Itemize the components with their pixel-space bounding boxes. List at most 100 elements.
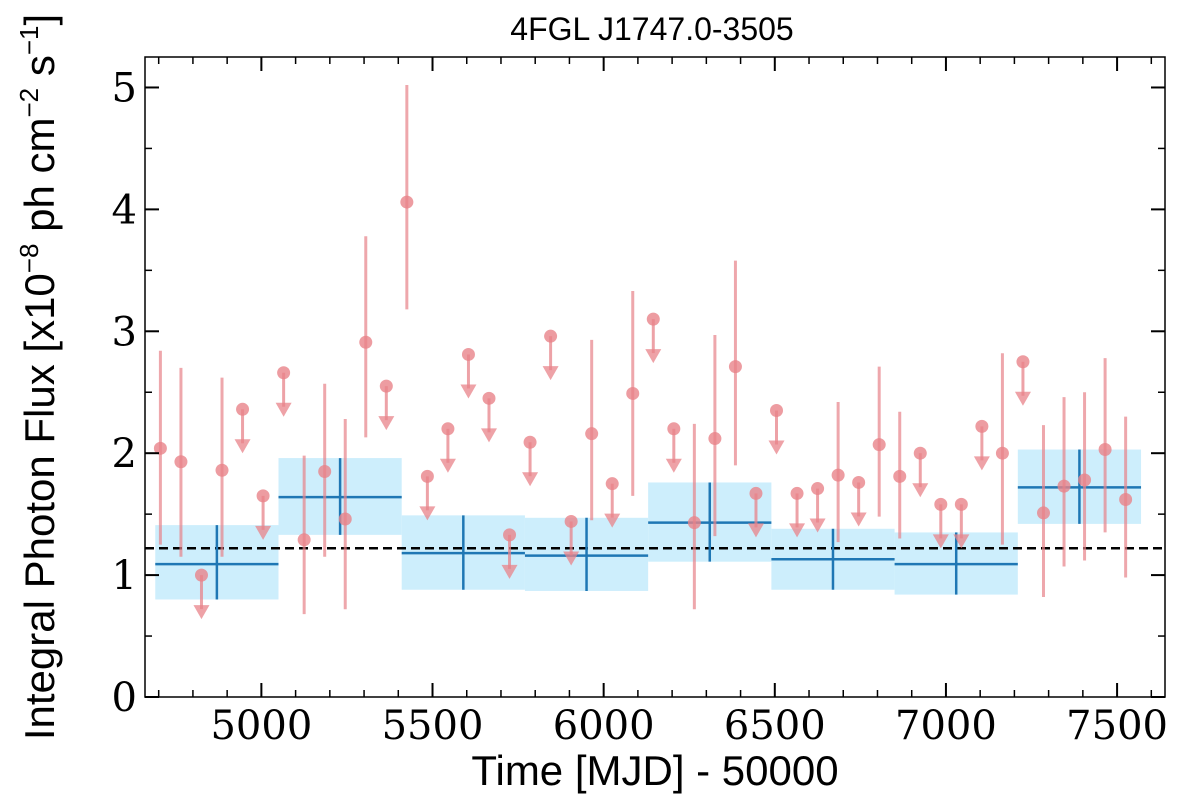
- upper-limit-point: [667, 422, 681, 436]
- upper-limit-point: [277, 366, 291, 380]
- y-axis-label-exp1: −8: [14, 244, 44, 274]
- detection-point: [1057, 479, 1071, 493]
- upper-limit-arrow: [522, 472, 539, 487]
- upper-limit-arrow: [275, 402, 292, 417]
- y-tick-label: 4: [112, 187, 137, 233]
- y-axis-label-mid2: s: [16, 55, 63, 88]
- detection-point: [893, 469, 907, 483]
- detection-point: [585, 427, 599, 441]
- upper-limit-point: [236, 402, 250, 416]
- upper-limit-arrow: [604, 513, 621, 528]
- chart-title: 4FGL J1747.0-3505: [510, 11, 793, 47]
- upper-limit-point: [256, 489, 270, 503]
- y-axis-label-mid: ph cm: [16, 118, 63, 244]
- upper-limit-arrow: [665, 458, 682, 473]
- y-tick-label: 5: [112, 65, 137, 111]
- x-tick-label: 7000: [895, 703, 997, 749]
- detection-point: [338, 512, 352, 526]
- upper-limit-point: [379, 379, 393, 393]
- upper-limit-point: [954, 497, 968, 511]
- detection-point: [708, 432, 722, 446]
- upper-limit-arrow: [378, 416, 395, 431]
- upper-limit-point: [194, 568, 208, 582]
- upper-limit-arrow: [809, 518, 826, 533]
- upper-limit-arrow: [850, 512, 867, 527]
- upper-limit-point: [852, 475, 866, 489]
- upper-limit-point: [523, 435, 537, 449]
- upper-limit-point: [646, 312, 660, 326]
- detection-point: [174, 455, 188, 469]
- upper-limit-arrow: [439, 458, 456, 473]
- x-tick-label: 5500: [382, 703, 484, 749]
- upper-limit-point: [1016, 355, 1030, 369]
- y-tick-label: 2: [112, 431, 137, 477]
- detection-point: [400, 195, 414, 209]
- upper-limit-point: [811, 482, 825, 496]
- upper-limit-arrow: [953, 534, 970, 549]
- upper-limit-point: [564, 514, 578, 528]
- upper-limit-arrow: [193, 605, 210, 620]
- upper-limit-arrow: [789, 523, 806, 538]
- upper-limit-point: [420, 469, 434, 483]
- y-tick-label: 0: [112, 675, 137, 721]
- upper-limit-arrow: [768, 440, 785, 455]
- upper-limit-arrow: [912, 483, 929, 498]
- upper-limit-point: [544, 329, 558, 343]
- y-tick-label: 1: [112, 553, 137, 599]
- y-axis-label-exp3: −1: [14, 26, 44, 56]
- upper-limit-point: [605, 477, 619, 491]
- detection-point: [626, 386, 640, 400]
- detection-point: [687, 516, 701, 530]
- detection-point: [318, 464, 332, 478]
- x-tick-label: 7500: [1066, 703, 1168, 749]
- detection-point: [1119, 493, 1133, 507]
- upper-limit-arrow: [973, 456, 990, 471]
- upper-limit-point: [749, 486, 763, 500]
- x-tick-label: 5000: [210, 703, 312, 749]
- upper-limit-arrow: [645, 349, 662, 364]
- upper-limit-arrow: [1014, 391, 1031, 406]
- upper-limit-arrow: [460, 384, 477, 399]
- y-axis-label-suffix: ]: [16, 14, 63, 26]
- upper-limit-point: [461, 347, 475, 361]
- upper-limit-arrow: [932, 534, 949, 549]
- upper-limit-point: [770, 404, 784, 418]
- detection-point: [872, 438, 886, 452]
- y-axis-label-prefix: Integral Photon Flux [x10: [16, 273, 63, 740]
- detection-point: [297, 533, 311, 547]
- upper-limit-arrow: [480, 428, 497, 443]
- detection-point: [1036, 506, 1050, 520]
- detection-point: [831, 468, 845, 482]
- plot-frame: [144, 56, 1166, 698]
- detection-point: [728, 360, 742, 374]
- upper-limit-point: [913, 446, 927, 460]
- detection-point: [359, 335, 373, 349]
- y-tick-label: 3: [112, 309, 137, 355]
- x-axis-label: Time [MJD] - 50000: [471, 747, 838, 794]
- upper-limit-point: [482, 391, 496, 405]
- upper-limit-arrow: [542, 366, 559, 381]
- detection-point: [995, 446, 1009, 460]
- upper-limit-arrow: [419, 506, 436, 521]
- y-axis-label: Integral Photon Flux [x10−8 ph cm−2 s−1]: [14, 14, 63, 740]
- upper-limit-point: [975, 419, 989, 433]
- upper-limit-arrow: [234, 439, 251, 454]
- x-tick-label: 6000: [553, 703, 655, 749]
- upper-limit-point: [790, 486, 804, 500]
- upper-limit-arrow: [501, 564, 518, 579]
- upper-limit-point: [934, 497, 948, 511]
- upper-limit-arrow: [747, 523, 764, 538]
- axis-ticks: 5000 5500 6000 6500 7000 7500 0 1 2 3 4 5: [112, 57, 1168, 749]
- y-axis-label-exp2: −2: [14, 88, 44, 118]
- upper-limit-arrow: [255, 525, 272, 540]
- upper-limit-point: [503, 528, 517, 542]
- detection-point: [153, 441, 167, 455]
- upper-limit-point: [441, 422, 455, 436]
- plot-background: [145, 57, 1165, 697]
- upper-limit-arrow: [563, 551, 580, 566]
- detection-point: [1078, 473, 1092, 487]
- plot-area: [145, 57, 1165, 697]
- detection-point: [215, 463, 229, 477]
- detection-point: [1098, 443, 1112, 457]
